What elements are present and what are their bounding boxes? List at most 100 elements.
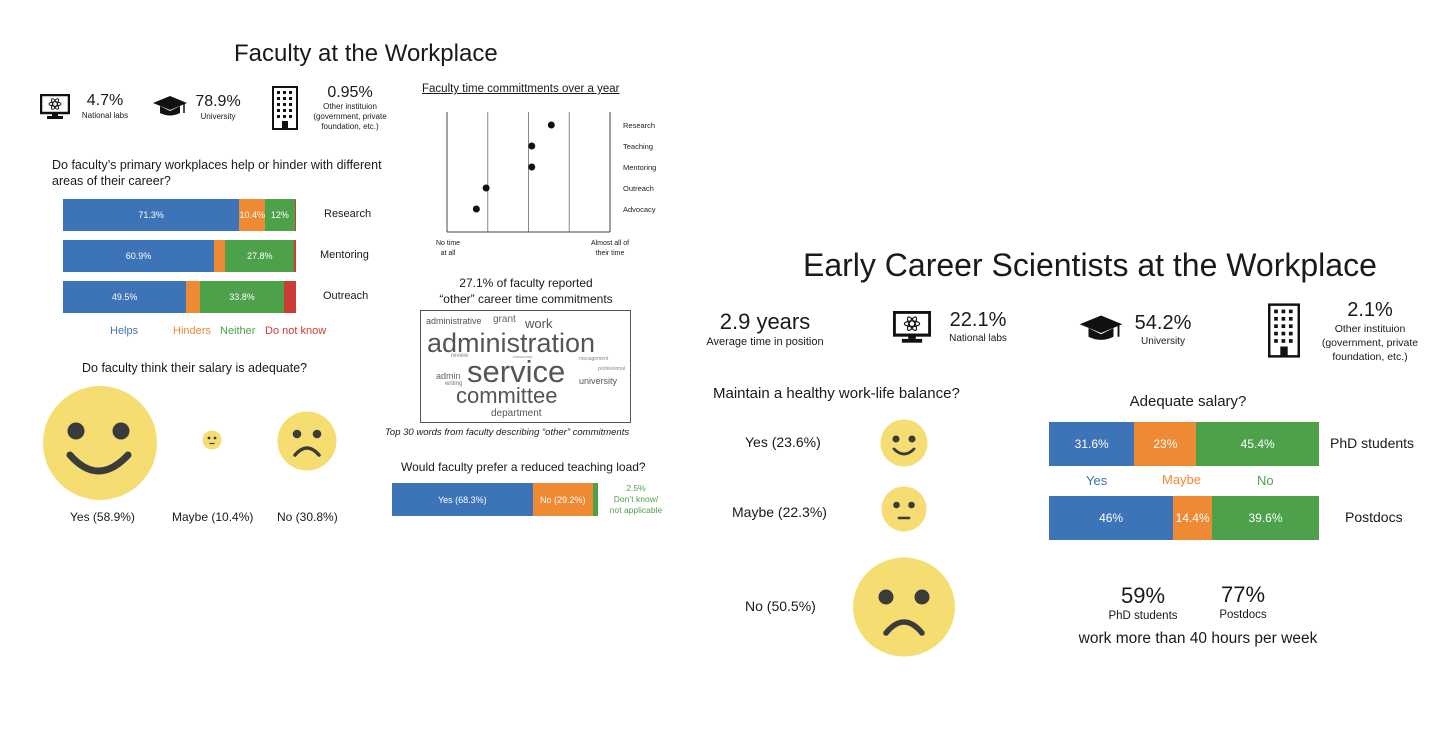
time-category-label: Research	[623, 121, 655, 130]
help-category-research: Research	[324, 208, 372, 220]
help-bar-mentoring: 60.9% 27.8%	[63, 240, 296, 272]
time-dot-plot: Research Teaching Mentoring Outreach Advocac…	[446, 112, 656, 233]
word: university	[579, 376, 618, 386]
time-category-label: Teaching	[623, 142, 653, 151]
bar-segment	[592, 483, 598, 516]
faculty-title: Faculty at the Workplace	[234, 40, 498, 67]
monitor-atom-icon	[39, 93, 71, 125]
time-dot-outreach	[482, 184, 490, 192]
bar-segment: 33.8%	[199, 281, 285, 313]
word: writing	[445, 381, 463, 387]
years-label: Average time in position	[706, 336, 824, 348]
ec-stat-other-label-1: Other instituion	[1334, 323, 1406, 335]
balance-question: Maintain a healthy work-life balance?	[713, 385, 960, 402]
balance-no-label: No (50.5%)	[745, 598, 816, 614]
stat-other-label-3: foundation, etc.)	[321, 122, 379, 131]
ec-stat-other-label-2: (government, private	[1321, 337, 1419, 349]
teaching-bar: Yes (68.3%) No (29.2%)	[392, 483, 598, 516]
help-category-mentoring: Mentoring	[320, 249, 369, 261]
stat-national-labs-value: 4.7%	[86, 92, 124, 109]
legend-helps: Helps	[110, 325, 139, 337]
time-axis-right-1: Almost all of	[590, 240, 630, 247]
ec-salary-legend-maybe: Maybe	[1162, 472, 1202, 487]
ec-salary-question: Adequate salary?	[1129, 393, 1247, 410]
bar-segment: 39.6%	[1212, 496, 1319, 540]
balance-yes-label: Yes (23.6%)	[745, 434, 821, 450]
teaching-other-3: not applicable	[609, 505, 663, 515]
word: review	[451, 353, 469, 359]
bar-segment: 49.5%	[63, 281, 187, 313]
word: department	[491, 408, 542, 419]
ec-salary-legend-yes: Yes	[1086, 473, 1108, 488]
word: admin	[436, 371, 461, 381]
time-category-label: Advocacy	[623, 205, 656, 214]
hours-postdocs-value: 77%	[1220, 582, 1266, 607]
ec-salary-bar-postdocs: 46% 14.4% 39.6%	[1049, 496, 1319, 540]
bar-segment: 12%	[265, 199, 295, 231]
word: bureaucracy	[513, 355, 533, 359]
building-icon	[1268, 303, 1300, 363]
help-question-line-1: Do faculty’s primary workplaces help or …	[52, 158, 382, 172]
ec-stat-national-labs-value: 22.1%	[949, 309, 1007, 331]
bar-segment: 46%	[1049, 496, 1174, 540]
face-neutral	[881, 486, 927, 532]
bar-segment: 71.3%	[63, 199, 240, 231]
time-axis-left-2: at all	[440, 250, 456, 257]
time-dot-research	[547, 121, 555, 129]
bar-segment	[294, 240, 296, 272]
legend-neither: Neither	[220, 325, 256, 337]
time-axis-left-1: No time	[435, 240, 461, 247]
time-chart-title: Faculty time committments over a year	[422, 83, 620, 95]
bar-segment: 45.4%	[1196, 422, 1319, 466]
faculty-salary-question: Do faculty think their salary is adequat…	[82, 361, 308, 375]
stat-other-value: 0.95%	[327, 84, 373, 101]
stat-other-label-2: (government, private	[313, 112, 387, 121]
ec-stat-university-label: University	[1141, 336, 1185, 347]
bar-segment: 60.9%	[63, 240, 215, 272]
other-commitments-title-1: 27.1% of faculty reported	[459, 276, 593, 290]
time-axis-right-2: their time	[595, 250, 625, 257]
early-career-title: Early Career Scientists at the Workplace	[803, 247, 1377, 283]
ec-salary-bar-phd: 31.6% 23% 45.4%	[1049, 422, 1319, 466]
face-sad-medium	[277, 411, 337, 471]
ec-stat-other-value: 2.1%	[1347, 299, 1393, 321]
teaching-other-1: 2.5%	[626, 483, 646, 493]
time-dot-teaching	[528, 142, 536, 150]
stat-university-value: 78.9%	[195, 93, 241, 110]
word: administration	[427, 328, 596, 358]
hours-phd-label: PhD students	[1108, 610, 1178, 622]
other-commitments-title-2: “other” career time commitments	[439, 292, 613, 306]
word: grant	[493, 314, 516, 325]
time-dot-mentoring	[528, 163, 536, 171]
faculty-salary-no-label: No (30.8%)	[277, 510, 338, 524]
word: management	[579, 356, 609, 362]
face-sad-large	[853, 557, 955, 657]
monitor-atom-icon	[892, 310, 932, 349]
teaching-question: Would faculty prefer a reduced teaching …	[401, 460, 646, 474]
bar-segment: 14.4%	[1173, 496, 1213, 540]
balance-maybe-label: Maybe (22.3%)	[732, 504, 827, 520]
bar-segment	[294, 199, 296, 231]
teaching-other-2: Don’t know/	[613, 494, 659, 504]
bar-segment: 31.6%	[1049, 422, 1135, 466]
faculty-salary-yes-label: Yes (58.9%)	[70, 510, 135, 524]
face-happy-large	[43, 386, 157, 500]
time-category-label: Outreach	[623, 184, 654, 193]
graduation-cap-icon	[152, 94, 188, 123]
legend-hinders: Hinders	[173, 325, 211, 337]
help-question-line-2: areas of their career?	[52, 174, 171, 188]
word: administrative	[426, 316, 482, 326]
word-cloud-caption: Top 30 words from faculty describing “ot…	[385, 427, 630, 438]
bar-segment: No (29.2%)	[532, 483, 593, 516]
bar-segment	[284, 281, 296, 313]
help-bar-research: 71.3% 10.4% 12%	[63, 199, 296, 231]
building-icon	[272, 86, 298, 135]
time-dot-advocacy	[472, 205, 480, 213]
bar-segment	[186, 281, 200, 313]
hours-postdocs-label: Postdocs	[1219, 609, 1267, 621]
word: work	[525, 316, 553, 331]
years-value: 2.9 years	[719, 309, 811, 334]
ec-stat-other-label-3: foundation, etc.)	[1332, 351, 1408, 363]
bar-segment: 27.8%	[225, 240, 295, 272]
ec-salary-category-postdocs: Postdocs	[1345, 509, 1403, 525]
